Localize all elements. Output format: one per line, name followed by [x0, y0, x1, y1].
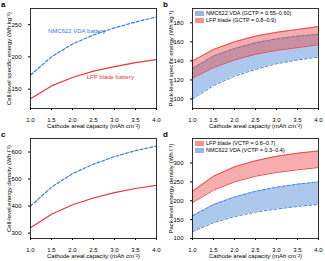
html-text:b: b	[163, 0, 168, 9]
html-text:d: d	[163, 130, 168, 139]
svg-text:1.0: 1.0	[188, 117, 197, 123]
svg-text:LFP blade battery: LFP blade battery	[87, 74, 134, 80]
svg-text:2.5: 2.5	[251, 246, 260, 253]
svg-text:2.5: 2.5	[89, 116, 98, 123]
svg-text:140: 140	[173, 58, 184, 64]
svg-text:3.5: 3.5	[131, 116, 140, 123]
svg-text:Cell-level energy density (Wh: Cell-level energy density (Wh l⁻¹)	[6, 145, 12, 232]
html-text:LFP blade (GCTP = 0.8–0.9): LFP blade (GCTP = 0.8–0.9)	[206, 17, 276, 23]
svg-text:3.0: 3.0	[272, 116, 281, 123]
svg-text:160: 160	[173, 39, 184, 45]
svg-text:Cathode areal capacity (mAh cm: Cathode areal capacity (mAh cm⁻²)	[209, 253, 302, 259]
svg-text:1.0: 1.0	[188, 247, 197, 253]
svg-text:150: 150	[11, 86, 22, 92]
svg-text:2.0: 2.0	[230, 246, 239, 253]
svg-text:Cell-level specific energy (Wh: Cell-level specific energy (Wh kg⁻¹)	[6, 12, 12, 105]
svg-text:2.0: 2.0	[68, 116, 77, 123]
svg-text:Cathode areal capacity (mAh cm: Cathode areal capacity (mAh cm⁻²)	[209, 123, 302, 129]
svg-text:400: 400	[11, 203, 22, 209]
html-text:NMC622 VDA (GCTP = 0.55–0.60): NMC622 VDA (GCTP = 0.55–0.60)	[206, 10, 292, 16]
svg-text:180: 180	[173, 20, 184, 26]
svg-text:1.5: 1.5	[47, 246, 56, 253]
svg-text:250: 250	[173, 179, 184, 185]
svg-text:4.0: 4.0	[314, 247, 323, 253]
svg-text:200: 200	[173, 198, 184, 204]
svg-text:3.5: 3.5	[131, 246, 140, 253]
svg-text:600: 600	[11, 149, 22, 155]
svg-text:4.0: 4.0	[152, 117, 161, 123]
svg-text:Pack-level energy density (Wh: Pack-level energy density (Wh l⁻¹)	[168, 143, 174, 233]
svg-text:1.5: 1.5	[209, 246, 218, 253]
svg-text:3.5: 3.5	[293, 246, 302, 253]
svg-text:Cathode areal capacity (mAh cm: Cathode areal capacity (mAh cm⁻²)	[47, 253, 140, 259]
svg-text:2.0: 2.0	[68, 246, 77, 253]
svg-text:4.0: 4.0	[152, 247, 161, 253]
svg-text:300: 300	[173, 160, 184, 166]
html-text:NMC622 VDA (VCTP = 0.3–0.4): NMC622 VDA (VCTP = 0.3–0.4)	[206, 147, 285, 153]
svg-text:4.0: 4.0	[314, 117, 323, 123]
svg-text:1.0: 1.0	[26, 117, 35, 123]
svg-text:3.5: 3.5	[293, 116, 302, 123]
svg-text:2.5: 2.5	[251, 116, 260, 123]
svg-text:200: 200	[11, 54, 22, 60]
html-text:LFP blade (VCTP = 0.6–0.7): LFP blade (VCTP = 0.6–0.7)	[206, 140, 276, 146]
html-text:c: c	[1, 130, 6, 139]
svg-text:300: 300	[11, 230, 22, 236]
svg-text:1.5: 1.5	[47, 116, 56, 123]
svg-text:3.0: 3.0	[110, 246, 119, 253]
svg-text:3.0: 3.0	[110, 116, 119, 123]
svg-text:2.5: 2.5	[89, 246, 98, 253]
svg-text:2.0: 2.0	[230, 116, 239, 123]
svg-text:120: 120	[173, 77, 184, 83]
html-text:a: a	[1, 0, 6, 9]
svg-text:1.5: 1.5	[209, 116, 218, 123]
svg-text:250: 250	[11, 22, 22, 28]
svg-text:150: 150	[173, 217, 184, 223]
svg-text:500: 500	[11, 176, 22, 182]
svg-text:100: 100	[173, 96, 184, 102]
svg-text:100: 100	[173, 235, 184, 241]
svg-text:3.0: 3.0	[272, 246, 281, 253]
svg-text:Pack-level specific energy (Wh: Pack-level specific energy (Wh kg⁻¹)	[168, 10, 174, 106]
svg-text:1.0: 1.0	[26, 247, 35, 253]
svg-text:Cathode areal capacity (mAh cm: Cathode areal capacity (mAh cm⁻²)	[47, 123, 140, 129]
svg-text:NMC622 VDA battery: NMC622 VDA battery	[48, 28, 105, 34]
